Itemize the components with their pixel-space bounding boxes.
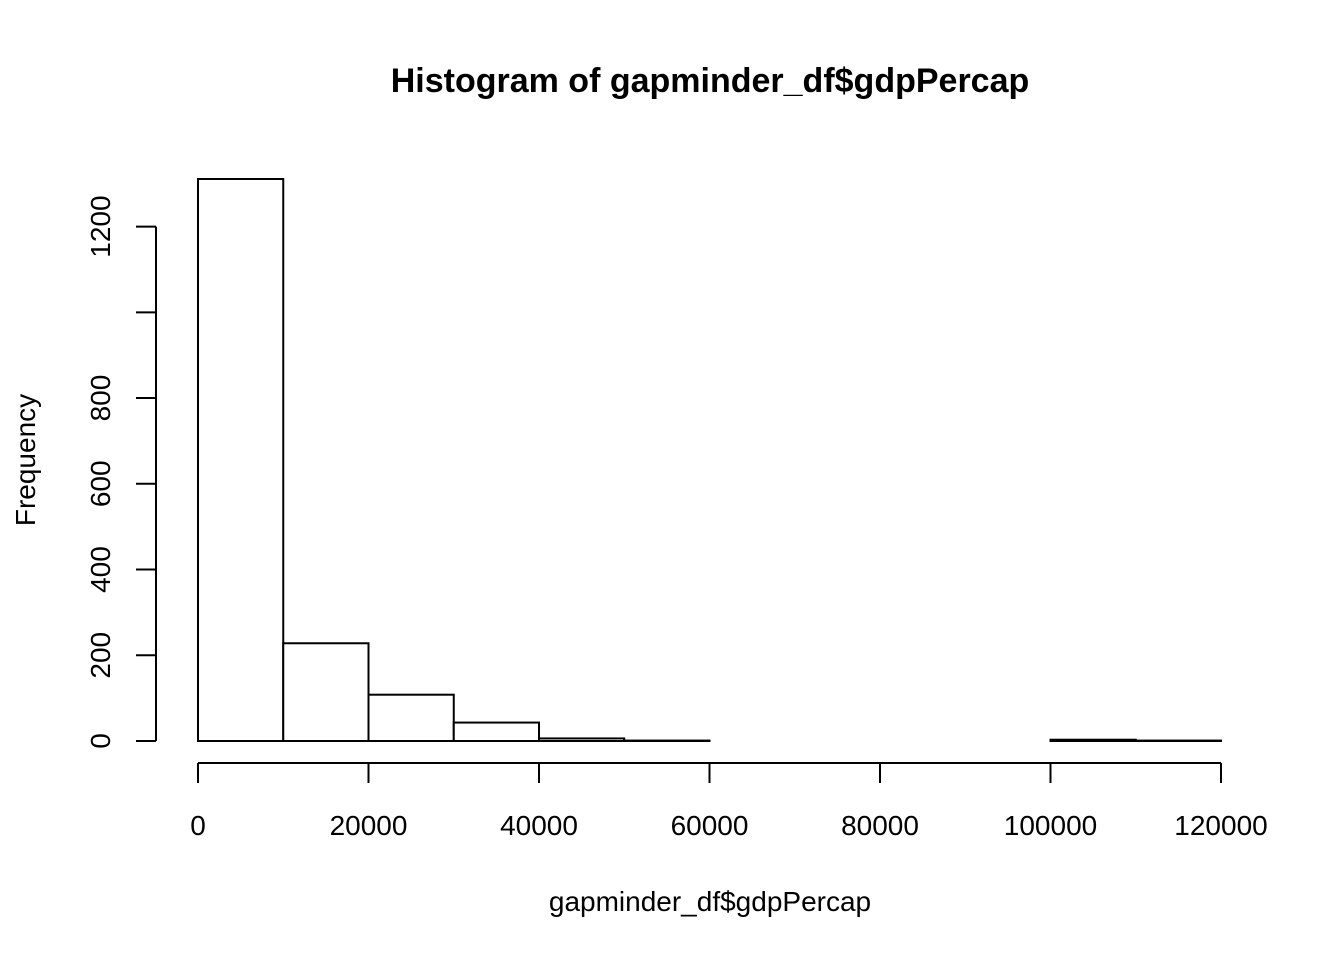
x-tick-label: 60000 [671, 810, 749, 841]
x-tick-label: 40000 [500, 810, 578, 841]
chart-title: Histogram of gapminder_df$gdpPercap [391, 62, 1030, 100]
y-tick-label: 0 [85, 733, 116, 749]
histogram-bars [197, 178, 1222, 743]
y-tick-label: 400 [85, 546, 116, 593]
histogram-bar [282, 642, 370, 742]
y-tick-label: 600 [85, 460, 116, 507]
y-axis: 0 200 400 600 800 1200 [85, 195, 157, 749]
x-tick-label: 0 [190, 810, 206, 841]
x-tick-label: 120000 [1174, 810, 1267, 841]
y-axis-label: Frequency [10, 394, 41, 526]
x-tick-label: 80000 [841, 810, 919, 841]
histogram-bar [367, 693, 455, 742]
histogram-bar [1049, 738, 1137, 743]
histogram-bar [197, 178, 285, 742]
x-axis-label: gapminder_df$gdpPercap [549, 886, 871, 917]
y-tick-label: 800 [85, 375, 116, 422]
y-tick-label: 1200 [85, 195, 116, 257]
x-tick-label: 20000 [330, 810, 408, 841]
y-tick-label: 200 [85, 632, 116, 679]
histogram-bar [452, 721, 540, 743]
x-tick-label: 100000 [1004, 810, 1097, 841]
histogram-bar [538, 737, 626, 742]
x-axis: 0 20000 40000 60000 80000 100000 120000 [190, 762, 1268, 841]
